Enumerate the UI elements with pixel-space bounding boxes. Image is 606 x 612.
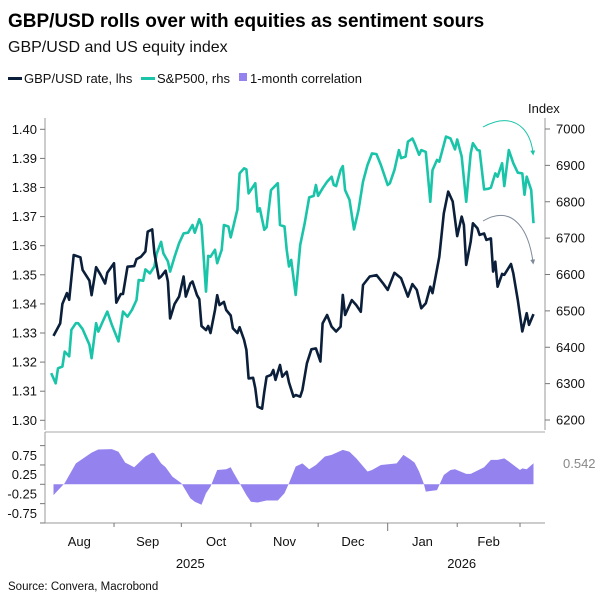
left-tick-label: 1.40 xyxy=(12,122,37,137)
corr-tick-label: 0.25 xyxy=(12,467,37,482)
left-tick-label: 1.31 xyxy=(12,384,37,399)
x-year-label: 2025 xyxy=(176,556,205,571)
legend-label-gbpusd: GBP/USD rate, lhs xyxy=(24,71,133,86)
x-month-label: Dec xyxy=(341,534,365,549)
right-axis-ticks: 6200 6300 6400 6500 6600 6700 6800 6900 7000 xyxy=(545,122,585,428)
left-tick-label: 1.39 xyxy=(12,151,37,166)
left-tick-label: 1.30 xyxy=(12,413,37,428)
right-tick-label: 6400 xyxy=(556,340,585,355)
right-tick-label: 6900 xyxy=(556,158,585,173)
x-month-label: Feb xyxy=(477,534,499,549)
chart-subtitle: GBP/USD and US equity index xyxy=(8,39,228,56)
left-tick-label: 1.38 xyxy=(12,180,37,195)
corr-axis-ticks: -0.75 -0.25 0.25 0.75 xyxy=(7,446,45,523)
corr-tick-label: 0.75 xyxy=(12,448,37,463)
left-tick-label: 1.37 xyxy=(12,209,37,224)
corr-tick-label: -0.75 xyxy=(7,506,37,521)
legend-swatch-gbpusd xyxy=(8,77,22,80)
right-tick-label: 6300 xyxy=(556,376,585,391)
right-tick-label: 6200 xyxy=(556,413,585,428)
right-tick-label: 7000 xyxy=(556,122,585,137)
left-tick-label: 1.33 xyxy=(12,326,37,341)
x-axis-ticks: Aug Sep Oct Nov Dec Jan Feb 2025 2026 xyxy=(68,523,520,571)
right-tick-label: 6500 xyxy=(556,303,585,318)
sp500-line xyxy=(51,137,533,384)
correlation-area xyxy=(54,449,534,505)
legend-swatch-sp500 xyxy=(141,77,155,80)
x-month-label: Jan xyxy=(412,534,433,549)
right-tick-label: 6700 xyxy=(556,231,585,246)
left-tick-label: 1.34 xyxy=(12,296,37,311)
x-month-label: Aug xyxy=(68,534,91,549)
legend-label-sp500: S&P500, rhs xyxy=(157,71,230,86)
gbpusd-line xyxy=(54,192,534,409)
left-tick-label: 1.32 xyxy=(12,355,37,370)
source-note: Source: Convera, Macrobond xyxy=(8,581,158,593)
right-tick-label: 6800 xyxy=(556,194,585,209)
x-month-label: Oct xyxy=(206,534,227,549)
left-tick-label: 1.36 xyxy=(12,238,37,253)
right-axis-label: Index xyxy=(528,101,560,116)
sp500-down-arrow-icon xyxy=(483,121,533,153)
legend-swatch-correlation xyxy=(239,73,247,81)
right-tick-label: 6600 xyxy=(556,267,585,282)
left-axis-ticks: 1.30 1.31 1.32 1.33 1.34 1.35 1.36 1.37 1.38 1.39… xyxy=(12,122,45,428)
legend: GBP/USD rate, lhs S&P500, rhs 1-month co… xyxy=(8,71,362,86)
corr-last-value: 0.542 xyxy=(563,456,596,471)
chart-title: GBP/USD rolls over with equities as sent… xyxy=(8,11,484,32)
x-year-label: 2026 xyxy=(447,556,476,571)
legend-label-correlation: 1-month correlation xyxy=(250,71,362,86)
x-month-label: Sep xyxy=(136,534,159,549)
series-layer xyxy=(51,137,533,505)
left-tick-label: 1.35 xyxy=(12,267,37,282)
corr-tick-label: -0.25 xyxy=(7,486,37,501)
x-month-label: Nov xyxy=(273,534,297,549)
